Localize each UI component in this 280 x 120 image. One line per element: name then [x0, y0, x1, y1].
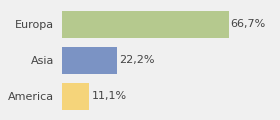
- Text: 66,7%: 66,7%: [231, 19, 266, 29]
- Bar: [62, 46, 117, 73]
- Bar: [62, 11, 228, 37]
- Text: 22,2%: 22,2%: [119, 55, 155, 65]
- Text: 11,1%: 11,1%: [91, 91, 127, 101]
- Bar: [62, 83, 89, 109]
